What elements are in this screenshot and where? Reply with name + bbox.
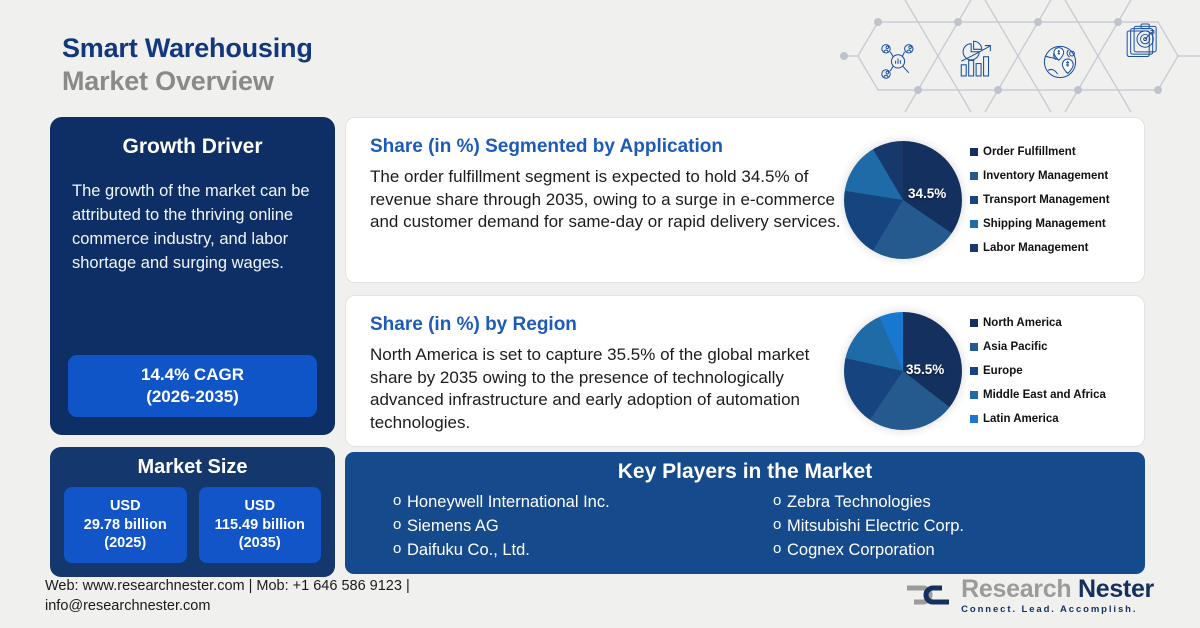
legend-label: Europe <box>983 365 1023 377</box>
region-pie-data-label: 35.5% <box>906 362 945 377</box>
application-pie-data-label: 34.5% <box>908 186 947 201</box>
page-title-secondary: Market Overview <box>62 65 274 96</box>
key-player-item: Siemens AG <box>393 514 745 538</box>
market-size-currency: USD <box>109 498 141 514</box>
application-pie-chart: 34.5% <box>844 141 962 259</box>
legend-label: Labor Management <box>983 242 1089 254</box>
logo-tagline: Connect. Lead. Accomplish. <box>961 603 1138 615</box>
region-card-heading: Share (in %) by Region <box>370 314 577 335</box>
cagr-period: (2026-2035) <box>146 386 239 406</box>
legend-item: Europe <box>970 365 1106 377</box>
clipboard-target-icon <box>1126 23 1157 57</box>
market-size-card: Market Size USD 29.78 billion (2025) USD… <box>50 447 335 577</box>
footer-contact: Web: www.researchnester.com | Mob: +1 64… <box>45 577 410 616</box>
growth-driver-text: The growth of the market can be attribut… <box>72 182 310 273</box>
market-size-chip-2035: USD 115.49 billion (2035) <box>198 487 321 563</box>
research-nester-logo: Research Nester Connect. Lead. Accomplis… <box>905 574 1154 615</box>
legend-item: Middle East and Africa <box>970 389 1106 401</box>
hexagon-decoration <box>840 0 1200 112</box>
page-header: Smart Warehousing Market Overview <box>62 32 313 98</box>
legend-label: Shipping Management <box>983 218 1106 230</box>
key-players-title: Key Players in the Market <box>617 460 873 483</box>
legend-item: Transport Management <box>970 194 1110 206</box>
logo-word-research: Research <box>961 574 1072 603</box>
logo-word-nester: Nester <box>1077 574 1154 603</box>
growth-driver-title: Growth Driver <box>122 135 263 158</box>
legend-label: Inventory Management <box>983 170 1109 182</box>
logo-mark-icon <box>907 585 950 605</box>
key-player-item: Zebra Technologies <box>773 490 1125 514</box>
legend-label: Transport Management <box>983 194 1110 206</box>
legend-label: Asia Pacific <box>983 341 1048 353</box>
application-card-heading: Share (in %) Segmented by Application <box>370 136 723 157</box>
cagr-value: 14.4% CAGR <box>141 364 244 384</box>
legend-swatch-icon <box>970 319 978 327</box>
key-players-column-right: Zebra TechnologiesMitsubishi Electric Co… <box>745 490 1125 562</box>
application-pie-legend: Order Fulfillment Inventory Management Tra… <box>970 146 1110 254</box>
key-player-item: Mitsubishi Electric Corp. <box>773 514 1125 538</box>
market-size-currency: USD <box>244 498 276 514</box>
people-network-analytics-icon <box>881 44 914 79</box>
application-card-body: The order fulfillment segment is expecte… <box>370 167 841 232</box>
growth-driver-card: Growth Driver The growth of the market c… <box>50 117 335 435</box>
legend-swatch-icon <box>970 391 978 399</box>
legend-swatch-icon <box>970 196 978 204</box>
legend-swatch-icon <box>970 172 978 180</box>
region-pie-chart: 35.5% <box>844 312 962 430</box>
legend-swatch-icon <box>970 343 978 351</box>
region-share-card: Share (in %) by Region North America is … <box>345 295 1145 447</box>
legend-swatch-icon <box>970 244 978 252</box>
market-size-year: (2035) <box>238 535 281 552</box>
chart-growth-icon <box>960 40 991 77</box>
legend-label: Order Fulfillment <box>983 146 1076 158</box>
legend-item: Latin America <box>970 413 1106 425</box>
page-title-primary: Smart Warehousing <box>62 33 313 63</box>
key-players-column-left: Honeywell International Inc.Siemens AGDa… <box>365 490 745 562</box>
legend-label: North America <box>983 317 1062 329</box>
legend-item: Order Fulfillment <box>970 146 1110 158</box>
legend-item: Asia Pacific <box>970 341 1106 353</box>
market-size-amount: 115.49 billion <box>214 516 305 533</box>
application-share-card: Share (in %) Segmented by Application Th… <box>345 117 1145 283</box>
region-card-body: North America is set to capture 35.5% of… <box>370 345 810 432</box>
market-size-amount: 29.78 billion <box>83 516 167 533</box>
market-size-chip-2025: USD 29.78 billion (2025) <box>64 487 187 563</box>
legend-item: North America <box>970 317 1106 329</box>
key-players-card: Key Players in the Market Honeywell Inte… <box>345 452 1145 574</box>
legend-swatch-icon <box>970 148 978 156</box>
market-size-values: USD 29.78 billion (2025) USD 115.49 bill… <box>64 487 321 563</box>
region-pie-legend: North America Asia Pacific Europe Middle Ea… <box>970 317 1106 425</box>
legend-label: Middle East and Africa <box>983 389 1106 401</box>
footer-contact-line-2: info@researchnester.com <box>45 597 211 614</box>
legend-swatch-icon <box>970 415 978 423</box>
legend-item: Shipping Management <box>970 218 1110 230</box>
cagr-badge: 14.4% CAGR (2026-2035) <box>68 354 317 417</box>
key-player-item: Daifuku Co., Ltd. <box>393 538 745 562</box>
globe-finance-icon <box>1043 45 1077 79</box>
key-player-item: Honeywell International Inc. <box>393 490 745 514</box>
legend-swatch-icon <box>970 367 978 375</box>
key-player-item: Cognex Corporation <box>773 538 1125 562</box>
legend-label: Latin America <box>983 413 1059 425</box>
market-size-title: Market Size <box>137 456 248 478</box>
legend-swatch-icon <box>970 220 978 228</box>
footer-contact-line-1: Web: www.researchnester.com | Mob: +1 64… <box>45 578 410 595</box>
legend-item: Inventory Management <box>970 170 1110 182</box>
legend-item: Labor Management <box>970 242 1110 254</box>
market-size-year: (2025) <box>104 535 147 552</box>
